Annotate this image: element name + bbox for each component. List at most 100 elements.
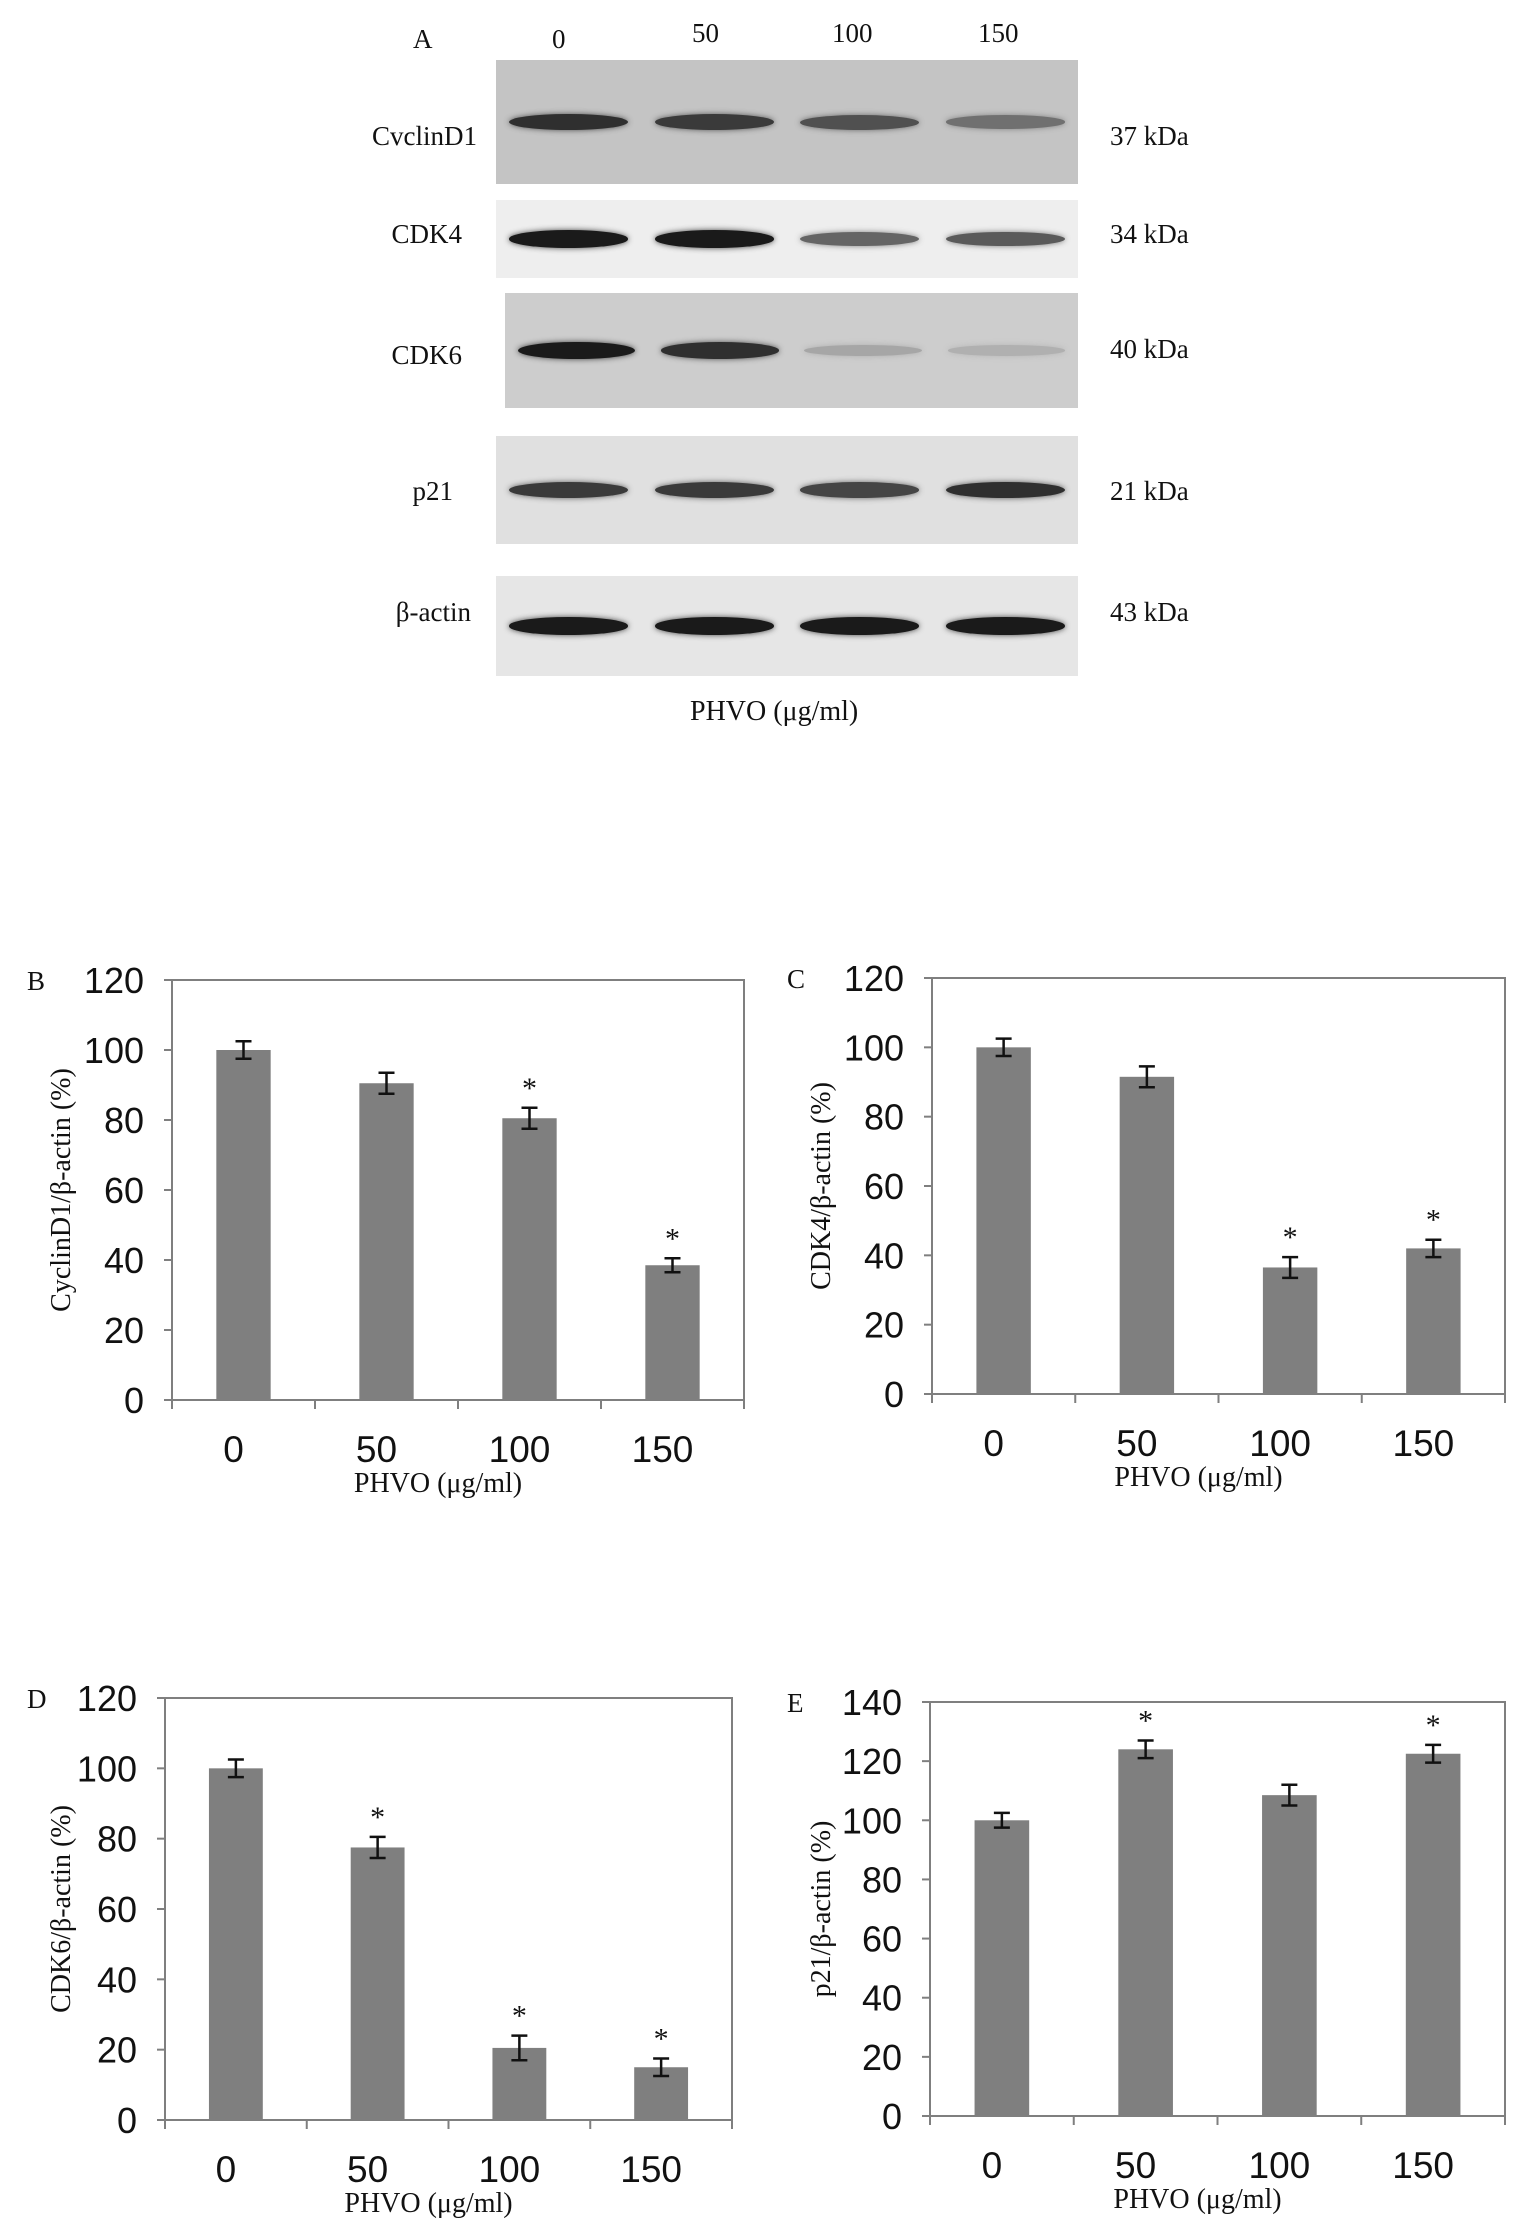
y-tick-label-d: 60 [97, 1889, 137, 1930]
y-axis-title-e: p21/β-actin (%) [806, 1821, 837, 1998]
panel-letter-e: E [787, 1688, 804, 1718]
y-tick-label-d: 20 [97, 2030, 137, 2071]
x-tick-label-c: 50 [1116, 1423, 1157, 1464]
y-tick-label-c: 100 [844, 1027, 904, 1068]
blot-band [654, 114, 774, 130]
y-tick-label-e: 20 [862, 2037, 902, 2078]
x-tick-label-e: 150 [1392, 2145, 1454, 2186]
blot-band [945, 115, 1065, 129]
y-tick-label-d: 100 [77, 1748, 137, 1789]
blot-label-cdk6: CDK6 [391, 340, 462, 370]
bar-b [359, 1083, 414, 1400]
lane-label-100: 100 [832, 18, 873, 48]
blot-band [945, 481, 1065, 499]
chart-panel-d: 0 20 40 60 80 100 120 0 * 50 * 100 * 150 PHVO (μg/ml) C… [27, 1678, 733, 2219]
chart-panel-c: 0 20 40 60 80 100 120 0 50 * 100 * 150 PHVO (μg/ml) CD… [787, 958, 1506, 1493]
x-tick-label-e: 0 [982, 2145, 1003, 2186]
significance-star-c: * [1283, 1221, 1298, 1254]
bar-e [1262, 1795, 1317, 2116]
panel-letter-c: C [787, 964, 805, 994]
bar-b [645, 1265, 700, 1400]
y-tick-label-b: 100 [84, 1030, 144, 1071]
y-tick-label-e: 80 [862, 1859, 902, 1900]
x-tick-label-e: 50 [1115, 2145, 1156, 2186]
panel-letter-b: B [27, 966, 45, 996]
y-tick-label-e: 60 [862, 1919, 902, 1960]
blot-label-cdk4: CDK4 [391, 219, 462, 249]
blot-band [654, 230, 774, 248]
y-tick-label-c: 80 [864, 1097, 904, 1138]
bar-b [216, 1050, 271, 1400]
y-axis-title-c: CDK4/β-actin (%) [806, 1082, 837, 1290]
lane-label-150: 150 [978, 18, 1019, 48]
chart-panel-b: 0 20 40 60 80 100 120 0 50 * 100 * 150 PHVO (μg/ml) Cy… [27, 960, 745, 1499]
y-tick-label-d: 120 [77, 1678, 137, 1719]
blot-band [509, 482, 629, 498]
significance-star-e: * [1426, 1709, 1441, 1742]
bar-d [350, 1847, 405, 2120]
blot-band [945, 617, 1065, 635]
significance-star-d: * [654, 2022, 669, 2055]
y-tick-label-b: 20 [104, 1310, 144, 1351]
kda-beta-actin: 43 kDa [1110, 597, 1189, 627]
lane-label-50: 50 [692, 18, 719, 48]
bar-c [976, 1047, 1031, 1394]
y-tick-label-e: 40 [862, 1978, 902, 2019]
blot-band [509, 113, 629, 131]
blot-cdk6 [505, 293, 1078, 408]
blot-band [947, 345, 1066, 356]
y-tick-label-d: 0 [117, 2100, 137, 2141]
y-tick-label-c: 120 [844, 958, 904, 999]
blot-band [800, 617, 920, 635]
blot-band [800, 232, 920, 246]
x-tick-label-b: 100 [489, 1429, 551, 1470]
bar-e [974, 1820, 1030, 2116]
y-tick-label-d: 40 [97, 1959, 137, 2000]
significance-star-b: * [665, 1222, 680, 1255]
kda-cyclind1: 37 kDa [1110, 121, 1189, 151]
bar-b [502, 1118, 557, 1400]
x-tick-label-c: 100 [1249, 1423, 1311, 1464]
blot-label-cyclind1: CvclinD1 [372, 121, 477, 151]
y-axis-title-d: CDK6/β-actin (%) [46, 1805, 77, 2013]
blot-band [945, 231, 1065, 247]
panel-letter-d: D [27, 1684, 47, 1714]
lane-label-0: 0 [552, 24, 566, 54]
y-tick-label-b: 60 [104, 1170, 144, 1211]
blot-cdk4 [496, 200, 1078, 278]
panel-a-letter: A [413, 24, 433, 54]
y-tick-label-b: 40 [104, 1240, 144, 1281]
blot-label-beta-actin: β-actin [395, 597, 471, 627]
y-axis-title-b: CyclinD1/β-actin (%) [46, 1068, 77, 1312]
significance-star-c: * [1426, 1204, 1441, 1237]
x-tick-label-d: 50 [347, 2149, 388, 2190]
x-tick-label-d: 100 [479, 2149, 541, 2190]
y-tick-label-b: 0 [124, 1380, 144, 1421]
x-tick-label-b: 150 [632, 1429, 694, 1470]
significance-star-d: * [512, 2000, 527, 2033]
y-tick-label-e: 140 [842, 1682, 902, 1723]
blot-band [517, 341, 636, 360]
x-axis-title-d: PHVO (μg/ml) [344, 2188, 512, 2219]
kda-cdk6: 40 kDa [1110, 334, 1189, 364]
x-axis-title-c: PHVO (μg/ml) [1114, 1462, 1282, 1493]
significance-star-e: * [1138, 1704, 1153, 1737]
y-tick-label-e: 0 [882, 2096, 902, 2137]
x-tick-label-e: 100 [1249, 2145, 1311, 2186]
blot-band [800, 114, 920, 130]
blot-band [654, 617, 774, 635]
bar-c [1119, 1076, 1175, 1394]
blot-beta-actin [496, 576, 1078, 676]
chart-panel-e: 0 20 40 60 80 100 120 140 0 * 50 100 * 150 PHVO (μg/ml… [787, 1682, 1506, 2215]
significance-star-d: * [370, 1801, 385, 1834]
blot-band [804, 345, 922, 356]
blot-band [800, 482, 920, 498]
y-tick-label-c: 20 [864, 1305, 904, 1346]
blot-cyclind1 [496, 60, 1078, 184]
y-tick-label-c: 40 [864, 1235, 904, 1276]
bar-c [1262, 1267, 1318, 1394]
blot-band [654, 482, 774, 498]
x-axis-title-b: PHVO (μg/ml) [354, 1468, 522, 1499]
blot-band [661, 342, 779, 359]
bar-d [208, 1768, 263, 2120]
